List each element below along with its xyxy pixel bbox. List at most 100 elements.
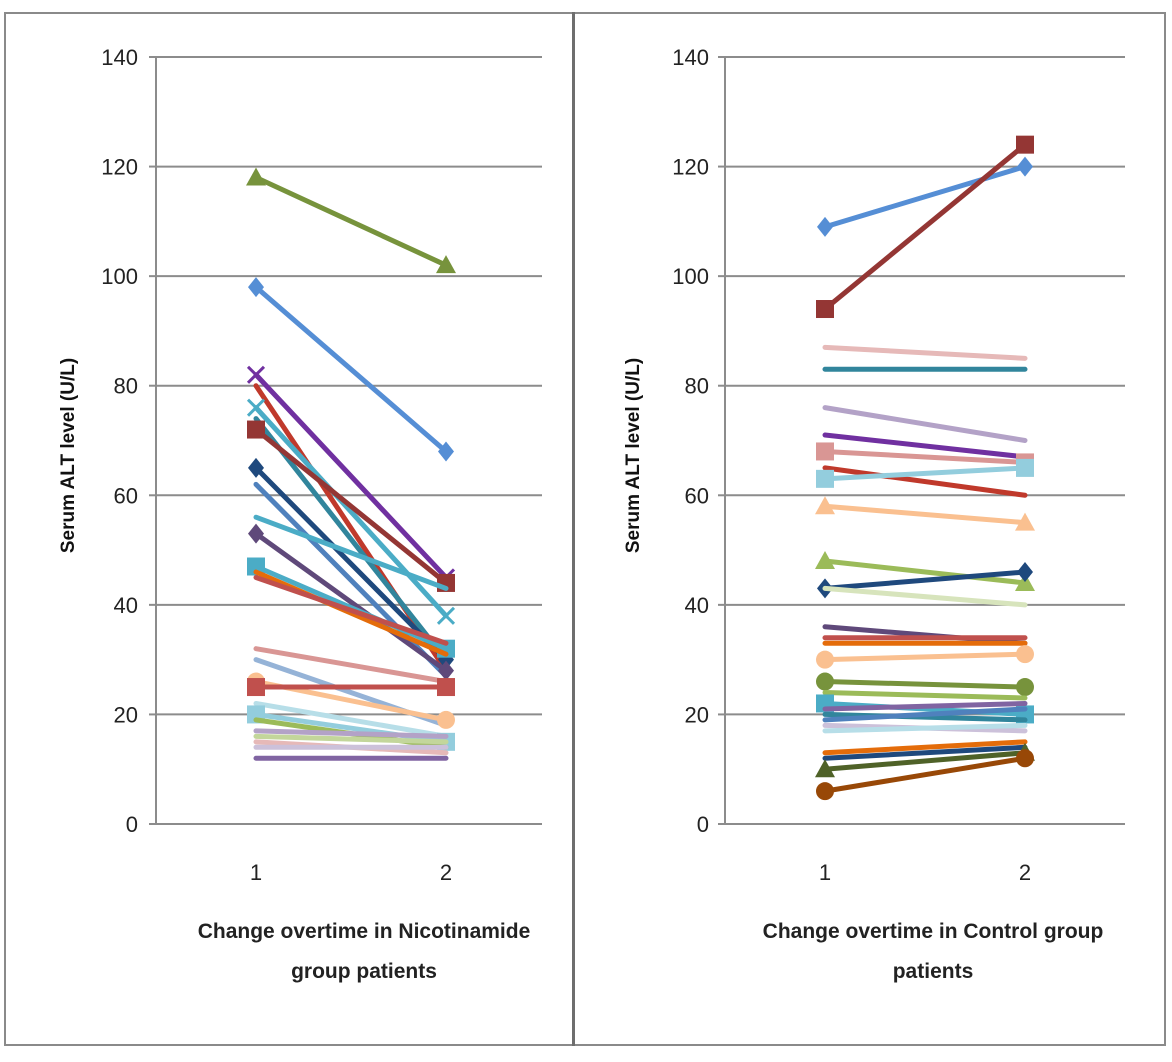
control-series-18-point-2 bbox=[1016, 678, 1034, 697]
control-series-3-line bbox=[822, 344, 1028, 361]
control-x-tick-label-2: 2 bbox=[1019, 860, 1031, 885]
nicotinamide-series-7-point-1 bbox=[247, 420, 265, 439]
control-series-25 bbox=[822, 722, 1028, 734]
control-series-22-line bbox=[822, 711, 1028, 723]
nicotinamide-series-11-point-1 bbox=[248, 523, 264, 544]
control-series-17-line bbox=[822, 651, 1028, 663]
control-x-axis-title-line-2: patients bbox=[893, 960, 974, 983]
control-series-18 bbox=[816, 672, 1034, 697]
nicotinamide-series-1-point-2 bbox=[436, 255, 456, 274]
nicotinamide-series-17-point-2 bbox=[437, 710, 455, 729]
control-series-23-line bbox=[822, 706, 1028, 723]
nicotinamide-series-1-point-1 bbox=[246, 167, 266, 186]
nicotinamide-series-22-line bbox=[253, 728, 449, 739]
control-series-2 bbox=[816, 135, 1034, 319]
control-series-12-point-2 bbox=[1017, 561, 1033, 582]
control-series-19 bbox=[822, 690, 1028, 701]
nicotinamide-series-19 bbox=[253, 700, 449, 739]
nicotinamide-y-tick-label-120: 120 bbox=[101, 155, 138, 180]
control-series-22 bbox=[822, 711, 1028, 723]
nicotinamide-series-2-point-2 bbox=[438, 441, 454, 462]
control-series-8 bbox=[822, 465, 1028, 498]
control-series-17-point-1 bbox=[816, 650, 834, 669]
control-y-tick-label-40: 40 bbox=[685, 593, 709, 618]
control-series-9-point-1 bbox=[816, 469, 834, 488]
nicotinamide-series-10-line bbox=[253, 514, 449, 591]
nicotinamide-series-12 bbox=[247, 557, 455, 658]
nicotinamide-series-12-line bbox=[253, 564, 449, 652]
control-series-13-line bbox=[822, 585, 1028, 608]
nicotinamide-series-18-point-1 bbox=[247, 678, 265, 697]
nicotinamide-series-5-point-1 bbox=[246, 398, 266, 417]
nicotinamide-x-tick-label-1: 1 bbox=[250, 860, 262, 885]
nicotinamide-series-5-line bbox=[253, 405, 449, 619]
nicotinamide-series-10 bbox=[253, 514, 449, 591]
nicotinamide-series-3-point-1 bbox=[246, 365, 266, 384]
control-series-11-point-1 bbox=[815, 551, 835, 570]
nicotinamide-series-5 bbox=[246, 398, 456, 625]
nicotinamide-x-tick-label-2: 2 bbox=[440, 860, 452, 885]
nicotinamide-series-1 bbox=[246, 167, 456, 274]
control-series-11-line bbox=[822, 558, 1028, 586]
nicotinamide-series-13 bbox=[253, 569, 449, 657]
nicotinamide-y-tick-label-0: 0 bbox=[126, 812, 138, 837]
nicotinamide-series-2 bbox=[248, 277, 454, 462]
nicotinamide-series-1-line bbox=[253, 175, 449, 268]
control-x-axis-title-line-1: Change overtime in Control group bbox=[763, 920, 1104, 943]
control-series-1 bbox=[817, 156, 1033, 237]
control-series-29-line bbox=[822, 755, 1028, 794]
control-y-tick-label-140: 140 bbox=[672, 45, 709, 70]
nicotinamide-series-18-point-2 bbox=[437, 678, 455, 697]
control-series-21 bbox=[822, 700, 1028, 712]
control-y-tick-label-0: 0 bbox=[697, 812, 709, 837]
control-series-17-point-2 bbox=[1016, 645, 1034, 664]
control-y-tick-label-100: 100 bbox=[672, 264, 709, 289]
control-series-1-point-2 bbox=[1017, 156, 1033, 177]
control-series-27 bbox=[822, 744, 1028, 761]
nicotinamide-series-23-line bbox=[253, 733, 449, 745]
control-series-26-line bbox=[822, 739, 1028, 756]
nicotinamide-y-tick-label-80: 80 bbox=[114, 374, 138, 399]
control-series-13 bbox=[822, 585, 1028, 608]
control-series-2-point-1 bbox=[816, 300, 834, 319]
control-series-9-point-2 bbox=[1016, 458, 1034, 477]
nicotinamide-series-15-line bbox=[253, 646, 449, 685]
nicotinamide-x-axis-title-line-1: Change overtime in Nicotinamide bbox=[198, 920, 531, 943]
control-series-1-line bbox=[822, 164, 1028, 230]
control-series-10-point-1 bbox=[815, 496, 835, 515]
control-series-6 bbox=[822, 432, 1028, 460]
nicotinamide-y-tick-label-140: 140 bbox=[101, 45, 138, 70]
nicotinamide-series-9 bbox=[253, 481, 449, 679]
nicotinamide-series-8-point-1 bbox=[248, 457, 264, 478]
nicotinamide-series-8-line bbox=[253, 465, 449, 663]
nicotinamide-panel-chart: 0 20 40 60 80 100 120 140 1 2 Serum ALT level (U/L… bbox=[58, 45, 542, 983]
control-y-tick-label-80: 80 bbox=[685, 374, 709, 399]
control-series-14 bbox=[822, 624, 1028, 646]
control-panel-chart: 0 20 40 60 80 100 120 140 1 2 Serum ALT level (U/L… bbox=[623, 45, 1125, 983]
control-series-9-line bbox=[822, 465, 1028, 482]
nicotinamide-series-11 bbox=[248, 523, 454, 681]
nicotinamide-series-14-line bbox=[253, 574, 449, 646]
nicotinamide-y-tick-label-20: 20 bbox=[114, 702, 138, 727]
nicotinamide-series-15 bbox=[253, 646, 449, 685]
control-series-29 bbox=[816, 749, 1034, 801]
control-series-23 bbox=[822, 706, 1028, 723]
control-series-18-point-1 bbox=[816, 672, 834, 691]
nicotinamide-series-13-line bbox=[253, 569, 449, 657]
control-y-tick-label-120: 120 bbox=[672, 155, 709, 180]
nicotinamide-y-tick-label-100: 100 bbox=[101, 264, 138, 289]
nicotinamide-series-22 bbox=[253, 728, 449, 739]
nicotinamide-y-axis-title: Serum ALT level (U/L) bbox=[58, 358, 79, 553]
control-series-5-line bbox=[822, 405, 1028, 443]
control-series-6-line bbox=[822, 432, 1028, 460]
control-x-tick-label-1: 1 bbox=[819, 860, 831, 885]
nicotinamide-series-12-point-1 bbox=[247, 557, 265, 576]
nicotinamide-series-18 bbox=[247, 678, 455, 697]
nicotinamide-series-23 bbox=[253, 733, 449, 745]
nicotinamide-series-6 bbox=[253, 416, 449, 663]
control-y-tick-label-60: 60 bbox=[685, 483, 709, 508]
control-series-25-line bbox=[822, 722, 1028, 734]
control-series-28-line bbox=[822, 750, 1028, 772]
nicotinamide-series-7-line bbox=[253, 427, 449, 586]
control-series-12-line bbox=[822, 569, 1028, 591]
